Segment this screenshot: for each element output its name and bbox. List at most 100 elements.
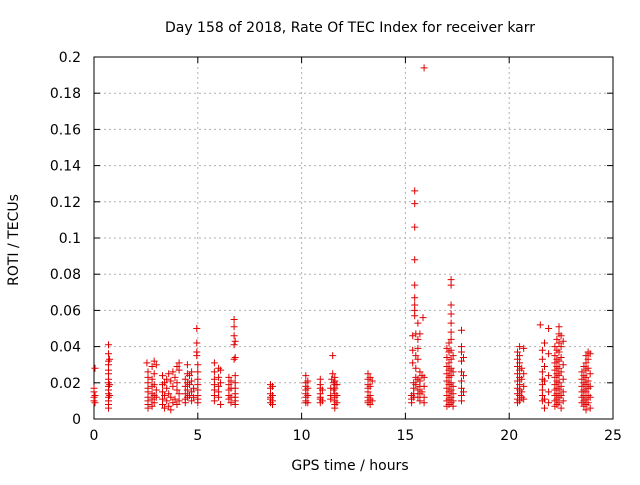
- data-point: [460, 388, 467, 396]
- data-point: [545, 325, 553, 332]
- data-point: [586, 382, 594, 390]
- y-tick-label: 0.12: [50, 195, 81, 211]
- data-point: [557, 392, 565, 399]
- data-point: [188, 368, 196, 376]
- data-point: [181, 399, 189, 407]
- data-point: [555, 323, 563, 331]
- data-point: [447, 301, 455, 309]
- data-point: [227, 377, 235, 385]
- data-point: [105, 350, 112, 358]
- data-point: [186, 392, 193, 399]
- data-point: [194, 399, 202, 407]
- data-point: [447, 335, 455, 343]
- data-point: [163, 375, 171, 383]
- data-point: [447, 364, 455, 372]
- data-point: [586, 393, 594, 401]
- data-point: [333, 392, 341, 399]
- data-point: [580, 363, 588, 370]
- data-point: [188, 377, 196, 385]
- data-point: [420, 373, 428, 381]
- x-axis-label: GPS time / hours: [291, 458, 408, 474]
- data-point: [516, 359, 524, 367]
- data-point: [555, 372, 563, 380]
- data-point: [447, 310, 455, 318]
- data-point: [516, 343, 524, 351]
- y-tick-label: 0.16: [50, 122, 81, 138]
- data-point: [520, 344, 528, 352]
- data-point: [541, 395, 548, 403]
- data-point: [163, 397, 171, 405]
- data-point: [217, 401, 225, 408]
- data-point: [91, 364, 99, 372]
- data-points: [90, 64, 594, 414]
- data-point: [551, 359, 559, 367]
- data-point: [551, 373, 559, 381]
- data-point: [193, 352, 201, 360]
- data-point: [330, 386, 338, 394]
- data-point: [150, 370, 158, 378]
- data-point: [366, 382, 374, 390]
- data-point: [165, 390, 173, 398]
- data-point: [545, 350, 553, 358]
- y-tick-label: 0.08: [50, 267, 81, 283]
- data-point: [304, 392, 312, 399]
- data-point: [416, 330, 424, 338]
- data-point: [582, 381, 590, 389]
- data-point: [227, 399, 235, 407]
- data-point: [175, 359, 183, 367]
- data-point: [538, 368, 546, 376]
- data-point: [414, 335, 422, 343]
- data-point: [557, 382, 565, 390]
- data-point: [582, 388, 590, 396]
- data-point: [586, 350, 594, 358]
- data-point: [449, 382, 457, 390]
- data-point: [460, 372, 467, 380]
- data-point: [555, 399, 563, 407]
- data-point: [545, 388, 553, 396]
- data-point: [449, 368, 457, 376]
- data-point: [516, 352, 524, 360]
- data-point: [555, 357, 563, 365]
- data-point: [269, 401, 276, 408]
- x-tick-label: 20: [500, 428, 518, 444]
- data-point: [458, 368, 465, 376]
- data-point: [411, 312, 419, 320]
- data-point: [217, 379, 225, 387]
- data-point: [318, 386, 326, 394]
- data-point: [555, 386, 563, 394]
- data-point: [578, 375, 586, 383]
- data-point: [443, 344, 451, 352]
- data-point: [447, 346, 455, 354]
- data-point: [416, 368, 424, 376]
- data-point: [165, 370, 173, 378]
- data-point: [553, 335, 561, 343]
- data-point: [559, 361, 567, 369]
- data-point: [582, 373, 590, 381]
- data-point: [304, 377, 312, 385]
- data-point: [161, 379, 169, 387]
- data-point: [447, 281, 455, 289]
- data-point: [420, 382, 428, 390]
- data-point: [414, 319, 422, 327]
- data-point: [329, 352, 337, 360]
- data-point: [411, 200, 419, 208]
- data-point: [161, 392, 169, 399]
- data-point: [559, 375, 567, 383]
- data-point: [366, 401, 374, 408]
- data-point: [152, 393, 160, 401]
- data-point: [447, 372, 455, 380]
- data-point: [412, 381, 420, 389]
- y-axis-label: ROTI / TECUs: [6, 194, 22, 286]
- data-point: [514, 370, 521, 378]
- x-tick-label: 10: [293, 428, 311, 444]
- data-point: [304, 399, 312, 407]
- data-point: [190, 384, 198, 392]
- data-point: [230, 355, 238, 363]
- data-point: [186, 381, 193, 389]
- data-point: [414, 386, 422, 394]
- data-point: [411, 187, 419, 195]
- data-point: [148, 395, 156, 403]
- data-point: [152, 361, 160, 369]
- data-point: [559, 397, 567, 405]
- data-point: [193, 325, 201, 332]
